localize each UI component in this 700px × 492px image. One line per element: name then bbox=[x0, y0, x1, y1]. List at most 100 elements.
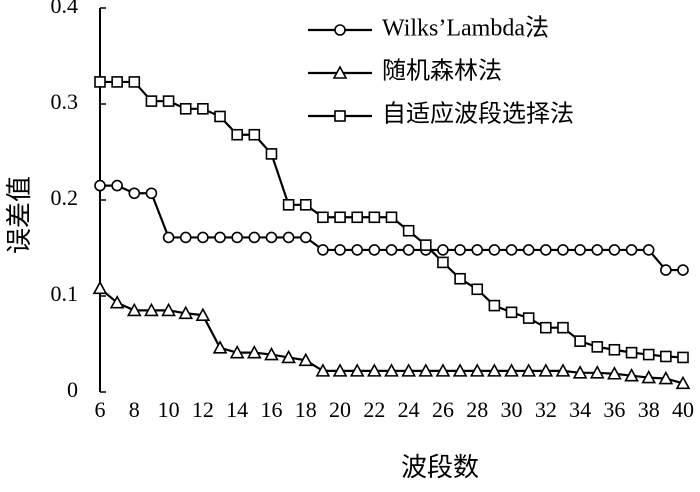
legend-label: 自适应波段选择法 bbox=[382, 101, 574, 128]
point bbox=[299, 231, 312, 244]
point bbox=[231, 128, 243, 141]
point bbox=[435, 363, 451, 377]
point bbox=[351, 244, 364, 256]
point bbox=[660, 350, 672, 363]
point bbox=[332, 363, 348, 377]
point bbox=[368, 244, 381, 256]
legend-marker bbox=[334, 110, 346, 122]
point bbox=[522, 244, 535, 256]
x-tick-label: 14 bbox=[226, 397, 248, 422]
point bbox=[161, 302, 176, 317]
point bbox=[111, 76, 123, 88]
point bbox=[128, 187, 141, 200]
x-tick-label: 34 bbox=[569, 397, 591, 422]
point bbox=[471, 244, 484, 256]
point bbox=[677, 264, 689, 276]
point bbox=[418, 363, 434, 377]
point bbox=[402, 224, 415, 237]
point bbox=[385, 211, 398, 224]
point bbox=[299, 199, 312, 211]
point bbox=[334, 211, 346, 224]
y-tick-label: 0.4 bbox=[51, 0, 79, 18]
point bbox=[454, 244, 466, 256]
point bbox=[92, 280, 108, 295]
point bbox=[504, 363, 519, 377]
point bbox=[540, 244, 552, 256]
point bbox=[281, 349, 296, 364]
point bbox=[538, 363, 554, 377]
x-tick-label: 36 bbox=[603, 397, 625, 422]
legend-marker bbox=[334, 24, 346, 36]
x-tick-label: 32 bbox=[535, 397, 557, 422]
point bbox=[488, 299, 501, 312]
point bbox=[557, 244, 569, 256]
x-tick-label: 16 bbox=[260, 397, 282, 422]
x-tick-label: 28 bbox=[466, 397, 488, 422]
point bbox=[402, 244, 415, 256]
point bbox=[212, 340, 228, 354]
point bbox=[315, 363, 331, 377]
point bbox=[349, 363, 365, 377]
point bbox=[591, 341, 604, 353]
point bbox=[128, 76, 141, 88]
point bbox=[111, 179, 123, 192]
point bbox=[642, 244, 655, 256]
point bbox=[231, 231, 243, 244]
x-tick-label: 40 bbox=[672, 397, 694, 422]
point bbox=[677, 351, 689, 364]
y-tick-label: 0.1 bbox=[51, 281, 79, 306]
point bbox=[162, 95, 175, 107]
point bbox=[368, 211, 381, 224]
point bbox=[454, 272, 466, 285]
legend-label: Wilks’Lambda法 bbox=[382, 15, 549, 42]
point bbox=[265, 231, 278, 244]
point bbox=[574, 244, 586, 256]
point bbox=[505, 244, 518, 256]
point bbox=[197, 231, 209, 244]
point bbox=[248, 231, 261, 244]
legend-marker bbox=[332, 65, 348, 79]
x-tick-label: 30 bbox=[501, 397, 523, 422]
point bbox=[145, 95, 158, 107]
point bbox=[229, 344, 245, 359]
point bbox=[126, 302, 142, 317]
point bbox=[401, 363, 416, 377]
legend-label: 随机森林法 bbox=[382, 58, 502, 85]
point bbox=[557, 321, 569, 334]
x-tick-label: 24 bbox=[398, 397, 420, 422]
point bbox=[437, 244, 449, 256]
x-tick-label: 26 bbox=[432, 397, 454, 422]
point bbox=[246, 344, 262, 359]
y-axis-label: 误差值 bbox=[5, 176, 34, 254]
point bbox=[505, 306, 518, 319]
point bbox=[282, 231, 295, 244]
x-tick-label: 10 bbox=[158, 397, 180, 422]
point bbox=[178, 305, 194, 320]
point bbox=[179, 231, 192, 244]
point bbox=[298, 352, 314, 367]
point bbox=[452, 363, 468, 377]
point bbox=[642, 348, 655, 361]
point bbox=[625, 244, 638, 256]
point bbox=[351, 211, 364, 224]
point bbox=[145, 187, 158, 200]
point bbox=[488, 244, 501, 256]
point bbox=[282, 199, 295, 211]
point bbox=[384, 363, 399, 377]
point bbox=[522, 312, 535, 324]
x-tick-label: 6 bbox=[95, 397, 106, 422]
point bbox=[437, 256, 449, 269]
x-tick-label: 8 bbox=[129, 397, 140, 422]
point bbox=[317, 244, 329, 256]
point bbox=[471, 283, 484, 296]
point bbox=[624, 368, 639, 382]
point bbox=[469, 363, 485, 377]
point bbox=[608, 343, 621, 356]
point bbox=[334, 244, 346, 256]
y-tick-label: 0 bbox=[67, 377, 78, 402]
point bbox=[109, 295, 125, 309]
point bbox=[94, 76, 106, 88]
y-tick-label: 0.2 bbox=[51, 185, 79, 210]
point bbox=[591, 244, 604, 256]
point bbox=[179, 103, 192, 115]
